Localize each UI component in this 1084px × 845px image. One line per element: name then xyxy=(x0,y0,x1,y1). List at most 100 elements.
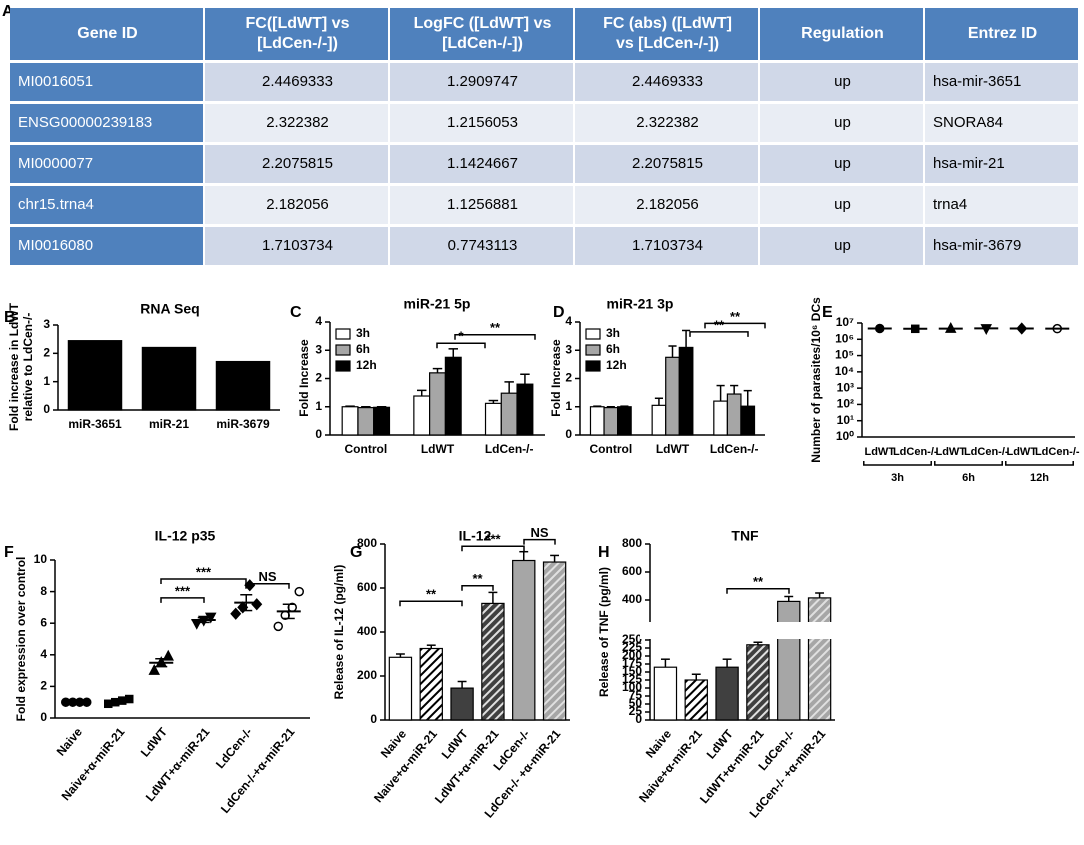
point xyxy=(230,607,242,620)
chart-title: TNF xyxy=(731,528,759,544)
bar xyxy=(413,395,431,436)
table-cell xyxy=(760,104,923,142)
point xyxy=(162,649,174,661)
y-tick-label: 200 xyxy=(357,668,377,682)
significance-bracket xyxy=(689,331,749,337)
table-cell xyxy=(760,186,923,224)
bar xyxy=(419,647,443,721)
y-tick-label: 200 xyxy=(622,648,642,662)
x-tick-label: LdWT xyxy=(1006,446,1037,458)
x-tick-label: miR-3679 xyxy=(216,417,270,431)
legend-label: 3h xyxy=(606,326,620,340)
legend-swatch xyxy=(335,328,351,340)
y-tick-label: 100 xyxy=(622,680,642,694)
x-tick-label: LdCen-/- xyxy=(485,442,534,456)
x-tick-label: LdWT xyxy=(935,446,966,458)
y-tick-label: 1 xyxy=(43,374,50,388)
y-tick-label: 225 xyxy=(622,640,642,654)
point xyxy=(273,621,283,632)
significance-bracket xyxy=(461,585,494,591)
y-axis-label: Release of IL-12 (pg/ml) xyxy=(332,565,346,700)
y-tick-label: 2 xyxy=(40,679,47,693)
significance-label: NS xyxy=(530,525,548,540)
cell-text: 1.7103734 xyxy=(632,237,703,254)
header-cell xyxy=(205,8,388,60)
table-cell xyxy=(205,227,388,265)
panel-label: C xyxy=(290,304,302,321)
table-cell xyxy=(925,145,1078,183)
cell-text: up xyxy=(834,73,851,90)
x-tick-label: miR-3651 xyxy=(68,417,122,431)
bar xyxy=(651,404,667,436)
group-label: 3h xyxy=(891,472,904,484)
significance-label: ** xyxy=(714,317,725,332)
cell-text: hsa-mir-3679 xyxy=(933,237,1021,254)
cell-text: ENSG00000239183 xyxy=(18,114,152,131)
x-tick-label: LdCen-/- xyxy=(893,446,938,458)
bar xyxy=(215,360,271,411)
table-cell xyxy=(390,145,573,183)
table-cell xyxy=(575,63,758,101)
cell-text: up xyxy=(834,196,851,213)
x-tick-label: LdCen-/- xyxy=(964,446,1009,458)
bar xyxy=(444,356,462,436)
bar xyxy=(684,679,708,721)
legend-label: 3h xyxy=(356,326,370,340)
header-cell xyxy=(575,8,758,60)
y-tick-label: 50 xyxy=(629,696,643,710)
y-tick-label: 600 xyxy=(622,564,642,578)
y-tick-label: 600 xyxy=(357,580,377,594)
bar xyxy=(481,602,505,721)
table-cell xyxy=(925,63,1078,101)
y-tick-label: 10³ xyxy=(837,380,854,394)
header-text: FC (abs) ([LdWT] xyxy=(603,15,732,32)
cell-text: trna4 xyxy=(933,196,967,213)
y-axis-label-text: Release of IL-12 (pg/ml) xyxy=(332,565,346,700)
chart-title: IL-12 p35 xyxy=(155,528,216,544)
y-tick-label: 0 xyxy=(315,427,322,441)
significance-label: ** xyxy=(472,571,483,586)
y-tick-label: 1 xyxy=(565,399,572,413)
y-tick-label: 10⁷ xyxy=(836,315,854,329)
bar xyxy=(388,656,413,721)
x-tick-label: LdWT xyxy=(656,442,690,456)
table-cell xyxy=(205,63,388,101)
legend-swatch xyxy=(585,344,601,356)
y-tick-label: 150 xyxy=(622,664,642,678)
x-tick-label: LdWT xyxy=(864,446,895,458)
cell-text: 1.7103734 xyxy=(262,237,333,254)
cell-text: MI0016080 xyxy=(18,237,93,254)
group-bracket xyxy=(863,461,932,466)
table-cell xyxy=(925,186,1078,224)
header-text: [LdCen-/-]) xyxy=(442,35,523,52)
significance-bracket xyxy=(399,600,463,607)
cell-text: 0.7743113 xyxy=(448,237,518,254)
panel-label: E xyxy=(822,304,833,321)
bar xyxy=(777,600,801,721)
panel-label: H xyxy=(598,544,610,561)
chart-title: IL-12 xyxy=(459,528,492,544)
point xyxy=(125,694,134,704)
y-tick-label: 0 xyxy=(43,402,50,416)
y-tick-label: 10⁴ xyxy=(835,364,854,378)
significance-bracket xyxy=(726,588,790,594)
significance-label: ** xyxy=(753,574,764,589)
y-tick-label: 4 xyxy=(565,314,572,328)
x-tick-label: miR-21 xyxy=(149,417,189,431)
panel-label: B xyxy=(4,309,16,326)
table-cell xyxy=(205,104,388,142)
cell-text: 2.322382 xyxy=(266,114,329,131)
y-tick-label: 800 xyxy=(622,536,642,550)
significance-bracket xyxy=(245,582,290,589)
bar xyxy=(542,561,567,721)
significance-label: *** xyxy=(196,564,212,579)
y-tick-label: 2 xyxy=(43,346,50,360)
table-cell xyxy=(10,227,203,265)
header-cell xyxy=(760,8,923,60)
significance-label: ** xyxy=(730,309,741,324)
y-tick-label: 0 xyxy=(370,712,377,726)
table-cell xyxy=(925,104,1078,142)
table-cell xyxy=(390,63,573,101)
y-tick-label: 10 xyxy=(34,552,48,566)
y-axis-label-text: Fold expression over control xyxy=(14,557,28,722)
